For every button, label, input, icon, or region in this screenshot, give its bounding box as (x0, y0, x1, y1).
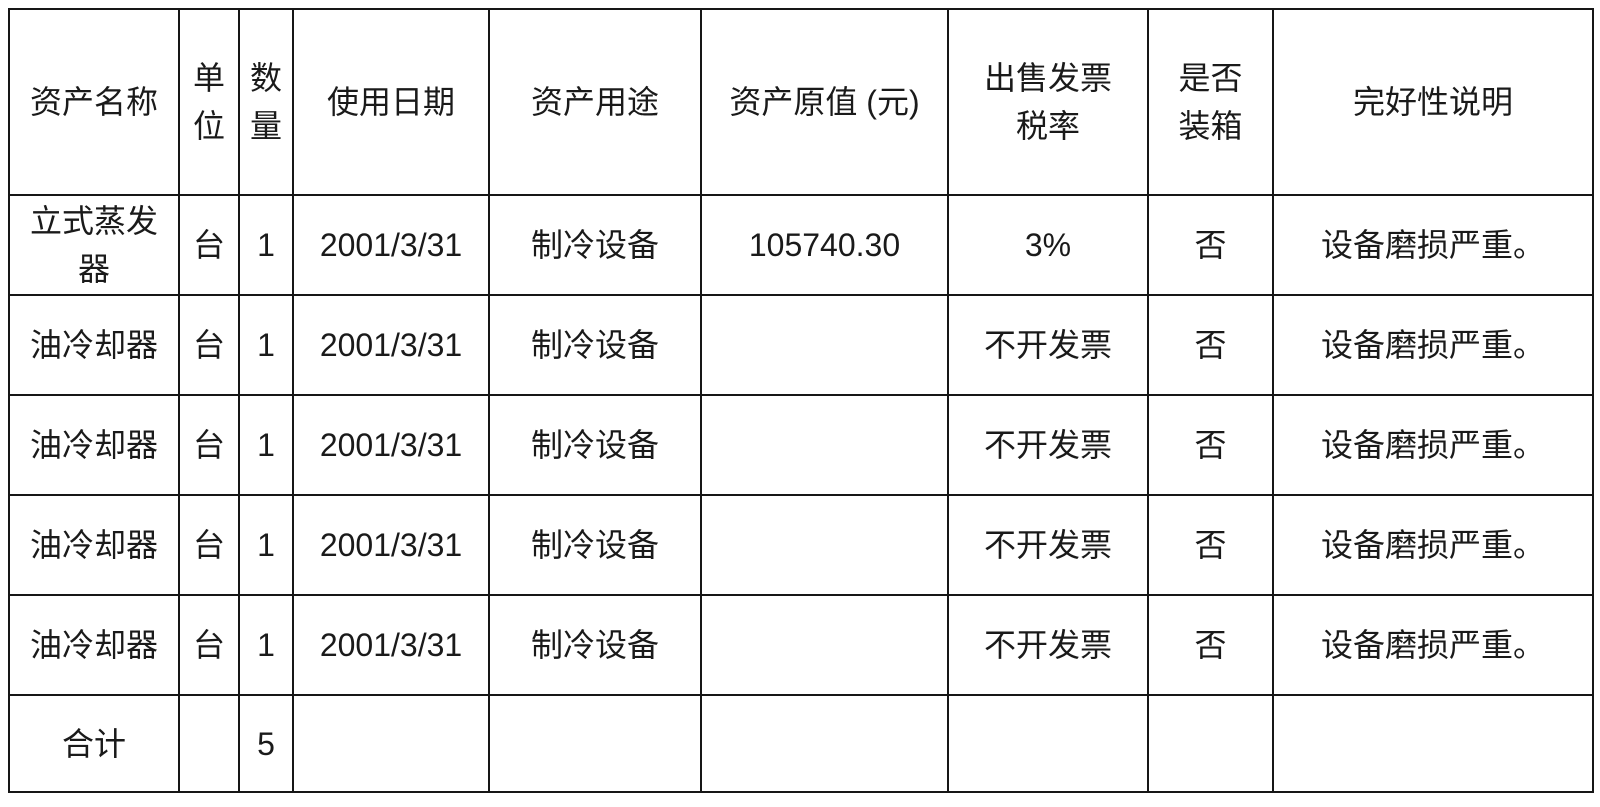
cell-value: 105740.30 (700, 194, 949, 296)
asset-table: 资产名称单 位数 量使用日期 资产用途 资产原值 (元) 出售发票 税率 是否 装箱 完好… (8, 8, 1594, 793)
total-cell-boxed (1147, 694, 1274, 793)
cell-unit: 台 (178, 594, 240, 696)
total-cell-unit (178, 694, 240, 793)
total-cell-condition (1272, 694, 1594, 793)
table-row: 立式蒸发器台 1 2001/3/31 制冷设备 105740.30 3% 否设备磨损严重。 (8, 194, 1594, 296)
table-row: 油冷却器台 1 2001/3/31 制冷设备 不开发票否设备磨损严重。 (8, 294, 1594, 396)
cell-unit: 台 (178, 394, 240, 496)
cell-qty: 1 (238, 394, 294, 496)
cell-unit: 台 (178, 294, 240, 396)
cell-name: 油冷却器 (8, 494, 180, 596)
table-row: 油冷却器台 1 2001/3/31 制冷设备 不开发票否设备磨损严重。 (8, 594, 1594, 696)
cell-boxed: 否 (1147, 194, 1274, 296)
cell-condition: 设备磨损严重。 (1272, 194, 1594, 296)
cell-date: 2001/3/31 (292, 394, 490, 496)
total-cell-name: 合计 (8, 694, 180, 793)
cell-name: 油冷却器 (8, 594, 180, 696)
cell-qty: 1 (238, 594, 294, 696)
cell-unit: 台 (178, 194, 240, 296)
cell-purpose: 制冷设备 (488, 394, 702, 496)
cell-qty: 1 (238, 194, 294, 296)
total-cell-date (292, 694, 490, 793)
col-header-qty: 数 量 (238, 8, 294, 196)
total-cell-qty: 5 (238, 694, 294, 793)
total-row: 合计 5 (8, 694, 1594, 793)
asset-table-body: 立式蒸发器台 1 2001/3/31 制冷设备 105740.30 3% 否设备磨损严重。油… (8, 194, 1594, 793)
cell-name: 立式蒸发器 (8, 194, 180, 296)
cell-condition: 设备磨损严重。 (1272, 494, 1594, 596)
cell-date: 2001/3/31 (292, 494, 490, 596)
total-cell-purpose (488, 694, 702, 793)
col-header-date: 使用日期 (292, 8, 490, 196)
col-header-unit: 单 位 (178, 8, 240, 196)
col-header-name: 资产名称 (8, 8, 180, 196)
cell-value (700, 494, 949, 596)
col-header-purpose: 资产用途 (488, 8, 702, 196)
cell-name: 油冷却器 (8, 294, 180, 396)
cell-purpose: 制冷设备 (488, 294, 702, 396)
cell-purpose: 制冷设备 (488, 194, 702, 296)
cell-qty: 1 (238, 494, 294, 596)
cell-purpose: 制冷设备 (488, 494, 702, 596)
cell-condition: 设备磨损严重。 (1272, 594, 1594, 696)
cell-purpose: 制冷设备 (488, 594, 702, 696)
cell-date: 2001/3/31 (292, 194, 490, 296)
cell-date: 2001/3/31 (292, 594, 490, 696)
cell-unit: 台 (178, 494, 240, 596)
table-row: 油冷却器台 1 2001/3/31 制冷设备 不开发票否设备磨损严重。 (8, 494, 1594, 596)
cell-name: 油冷却器 (8, 394, 180, 496)
col-header-tax: 出售发票 税率 (947, 8, 1149, 196)
cell-qty: 1 (238, 294, 294, 396)
cell-tax: 不开发票 (947, 294, 1149, 396)
cell-tax: 不开发票 (947, 494, 1149, 596)
cell-tax: 3% (947, 194, 1149, 296)
cell-tax: 不开发票 (947, 594, 1149, 696)
table-row: 油冷却器台 1 2001/3/31 制冷设备 不开发票否设备磨损严重。 (8, 394, 1594, 496)
asset-inventory-sheet: 资产名称单 位数 量使用日期 资产用途 资产原值 (元) 出售发票 税率 是否 装箱 完好… (8, 8, 1594, 793)
cell-value (700, 294, 949, 396)
header-row: 资产名称单 位数 量使用日期 资产用途 资产原值 (元) 出售发票 税率 是否 装箱 完好… (8, 8, 1594, 196)
cell-value (700, 594, 949, 696)
cell-boxed: 否 (1147, 294, 1274, 396)
col-header-condition: 完好性说明 (1272, 8, 1594, 196)
cell-tax: 不开发票 (947, 394, 1149, 496)
cell-boxed: 否 (1147, 594, 1274, 696)
col-header-boxed: 是否 装箱 (1147, 8, 1274, 196)
cell-date: 2001/3/31 (292, 294, 490, 396)
col-header-value: 资产原值 (元) (700, 8, 949, 196)
cell-value (700, 394, 949, 496)
cell-boxed: 否 (1147, 494, 1274, 596)
cell-condition: 设备磨损严重。 (1272, 394, 1594, 496)
total-cell-value (700, 694, 949, 793)
cell-boxed: 否 (1147, 394, 1274, 496)
cell-condition: 设备磨损严重。 (1272, 294, 1594, 396)
total-cell-tax (947, 694, 1149, 793)
